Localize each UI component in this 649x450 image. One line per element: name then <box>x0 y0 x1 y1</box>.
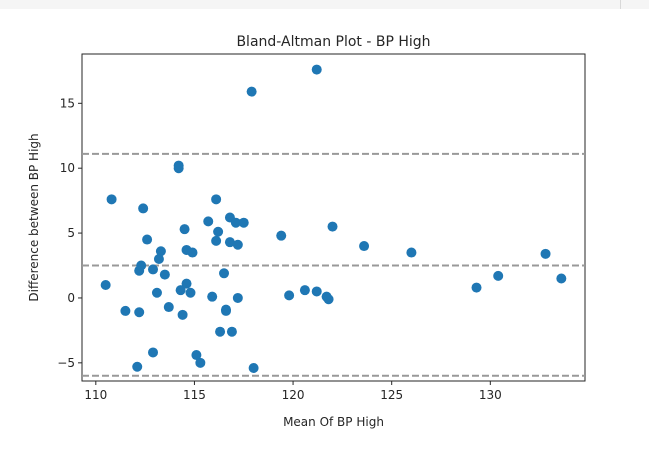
data-point <box>191 350 202 361</box>
data-point <box>311 286 322 297</box>
data-point <box>138 203 149 214</box>
x-tick-label: 115 <box>183 388 206 402</box>
x-tick-label: 125 <box>380 388 403 402</box>
data-point <box>136 260 147 271</box>
data-point <box>406 247 417 258</box>
data-point <box>219 268 230 279</box>
y-tick-label: 15 <box>60 96 75 110</box>
data-point <box>151 287 162 298</box>
data-points <box>100 64 567 374</box>
data-point <box>148 347 159 358</box>
x-axis-label: Mean Of BP High <box>283 415 384 429</box>
data-point <box>311 64 322 75</box>
x-tick-label: 120 <box>282 388 305 402</box>
data-point <box>232 292 243 303</box>
data-point <box>100 279 111 290</box>
data-point <box>142 234 153 245</box>
data-point <box>106 194 117 205</box>
data-point <box>211 235 222 246</box>
data-point <box>232 239 243 250</box>
data-point <box>181 278 192 289</box>
data-point <box>173 163 184 174</box>
data-point <box>220 305 231 316</box>
chart-title: Bland-Altman Plot - BP High <box>236 34 430 50</box>
toolbar-separator <box>620 0 621 9</box>
data-point <box>163 302 174 313</box>
x-tick-label: 130 <box>479 388 502 402</box>
data-point <box>132 361 143 372</box>
data-point <box>323 294 334 305</box>
data-point <box>226 326 237 337</box>
data-point <box>248 363 259 374</box>
reference-lines <box>82 152 585 377</box>
data-point <box>187 247 198 258</box>
y-axis-ticks: −5 0 5 10 15 <box>57 96 82 370</box>
data-point <box>203 216 214 227</box>
data-point <box>224 237 235 248</box>
y-axis-label: Difference between BP High <box>27 133 41 301</box>
data-point <box>359 241 370 252</box>
data-point <box>238 217 249 228</box>
data-point <box>276 230 287 241</box>
data-point <box>159 269 170 280</box>
data-point <box>230 217 241 228</box>
data-point <box>493 270 504 281</box>
x-tick-label: 110 <box>84 388 107 402</box>
data-point <box>177 309 188 320</box>
data-point <box>207 291 218 302</box>
data-point <box>211 194 222 205</box>
top-toolbar-strip <box>0 0 649 9</box>
data-point <box>215 326 226 337</box>
data-point <box>327 221 338 232</box>
data-point <box>213 226 224 237</box>
data-point <box>155 246 166 257</box>
y-tick-label: −5 <box>57 356 75 370</box>
data-point <box>471 282 482 293</box>
data-point <box>195 357 206 368</box>
y-tick-label: 0 <box>67 291 75 305</box>
data-point <box>246 86 257 97</box>
data-point <box>299 285 310 296</box>
plot-area-frame <box>81 53 586 382</box>
data-point <box>284 290 295 301</box>
data-point <box>148 264 159 275</box>
data-point <box>134 307 145 318</box>
data-point <box>120 305 131 316</box>
data-point <box>175 285 186 296</box>
y-tick-label: 5 <box>67 226 75 240</box>
data-point <box>556 273 567 284</box>
y-tick-label: 10 <box>60 161 75 175</box>
data-point <box>153 254 164 265</box>
data-point <box>179 224 190 235</box>
x-axis-ticks: 110 115 120 125 130 <box>84 381 502 402</box>
data-point <box>185 287 196 298</box>
data-point <box>540 248 551 259</box>
